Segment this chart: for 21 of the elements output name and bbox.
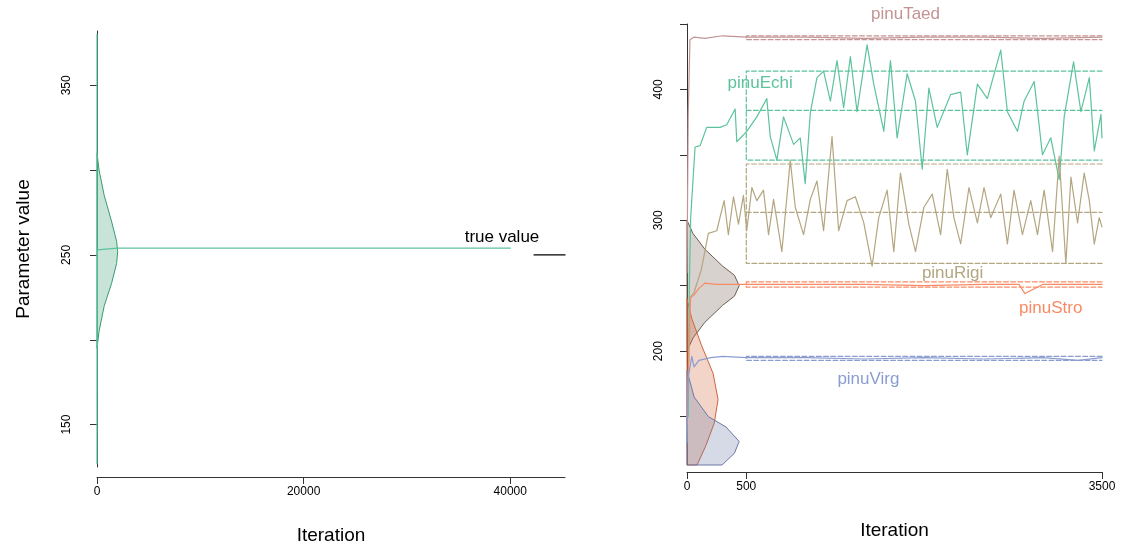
y-tick-label: 400 [651,79,665,100]
series-label: pinuEchi [727,73,793,93]
y-axis-title: Parameter value [12,179,33,319]
x-tick-label: 0 [93,484,101,498]
series-label: pinuRigi [921,263,984,283]
y-tick-label: 200 [651,340,665,362]
series-label: pinuTaed [871,4,941,24]
annotation: true value [464,226,540,246]
x-tick-label: 40000 [493,484,528,498]
series-label: pinuVirg [837,369,900,389]
x-tick-label: 3500 [1088,479,1116,493]
y-tick-label: 250 [59,244,73,265]
x-axis-title: Iteration [296,524,366,545]
x-axis-title: Iteration [860,519,929,540]
series-label: pinuStro [1019,298,1083,318]
x-tick-label: 0 [683,479,691,493]
y-tick-label: 350 [59,74,73,96]
y-tick-label: 300 [651,209,665,231]
x-tick-label: 20000 [286,484,321,498]
x-tick-label: 500 [736,479,757,493]
y-tick-label: 150 [59,414,73,435]
